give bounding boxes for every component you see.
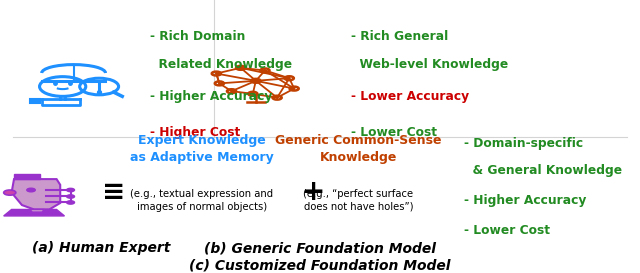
- Text: & General Knowledge: & General Knowledge: [464, 164, 622, 177]
- Text: (a) Human Expert: (a) Human Expert: [32, 241, 170, 256]
- Text: - Lower Accuracy: - Lower Accuracy: [351, 90, 469, 103]
- Polygon shape: [14, 174, 40, 179]
- Text: - Lower Cost: - Lower Cost: [351, 126, 436, 139]
- Text: Related Knowledge: Related Knowledge: [150, 58, 292, 71]
- Text: Web-level Knowledge: Web-level Knowledge: [351, 58, 508, 71]
- Text: Expert Knowledge
as Adaptive Memory: Expert Knowledge as Adaptive Memory: [130, 134, 273, 164]
- Circle shape: [4, 190, 16, 195]
- Circle shape: [67, 201, 74, 204]
- Text: - Rich General: - Rich General: [351, 30, 448, 43]
- Text: +: +: [302, 179, 325, 206]
- Text: - Rich Domain: - Rich Domain: [150, 30, 246, 43]
- Text: - Higher Accuracy: - Higher Accuracy: [150, 90, 273, 103]
- Circle shape: [67, 188, 74, 192]
- Text: (b) Generic Foundation Model: (b) Generic Foundation Model: [204, 241, 436, 256]
- Circle shape: [67, 195, 74, 198]
- Polygon shape: [30, 209, 44, 212]
- Text: - Higher Accuracy: - Higher Accuracy: [464, 194, 586, 207]
- Text: - Lower Cost: - Lower Cost: [464, 224, 550, 237]
- Polygon shape: [4, 209, 65, 216]
- Text: - Domain-specific: - Domain-specific: [464, 137, 583, 150]
- Text: ≡: ≡: [102, 179, 125, 206]
- Text: (e.g., “perfect surface
does not have holes”): (e.g., “perfect surface does not have ho…: [303, 189, 413, 212]
- Text: (e.g., textual expression and
images of normal objects): (e.g., textual expression and images of …: [130, 189, 273, 212]
- Text: (c) Customized Foundation Model: (c) Customized Foundation Model: [189, 258, 451, 272]
- Circle shape: [27, 188, 35, 192]
- Text: - Higher Cost: - Higher Cost: [150, 126, 241, 139]
- Text: Generic Common-Sense
Knowledge: Generic Common-Sense Knowledge: [275, 134, 442, 164]
- Polygon shape: [12, 179, 60, 209]
